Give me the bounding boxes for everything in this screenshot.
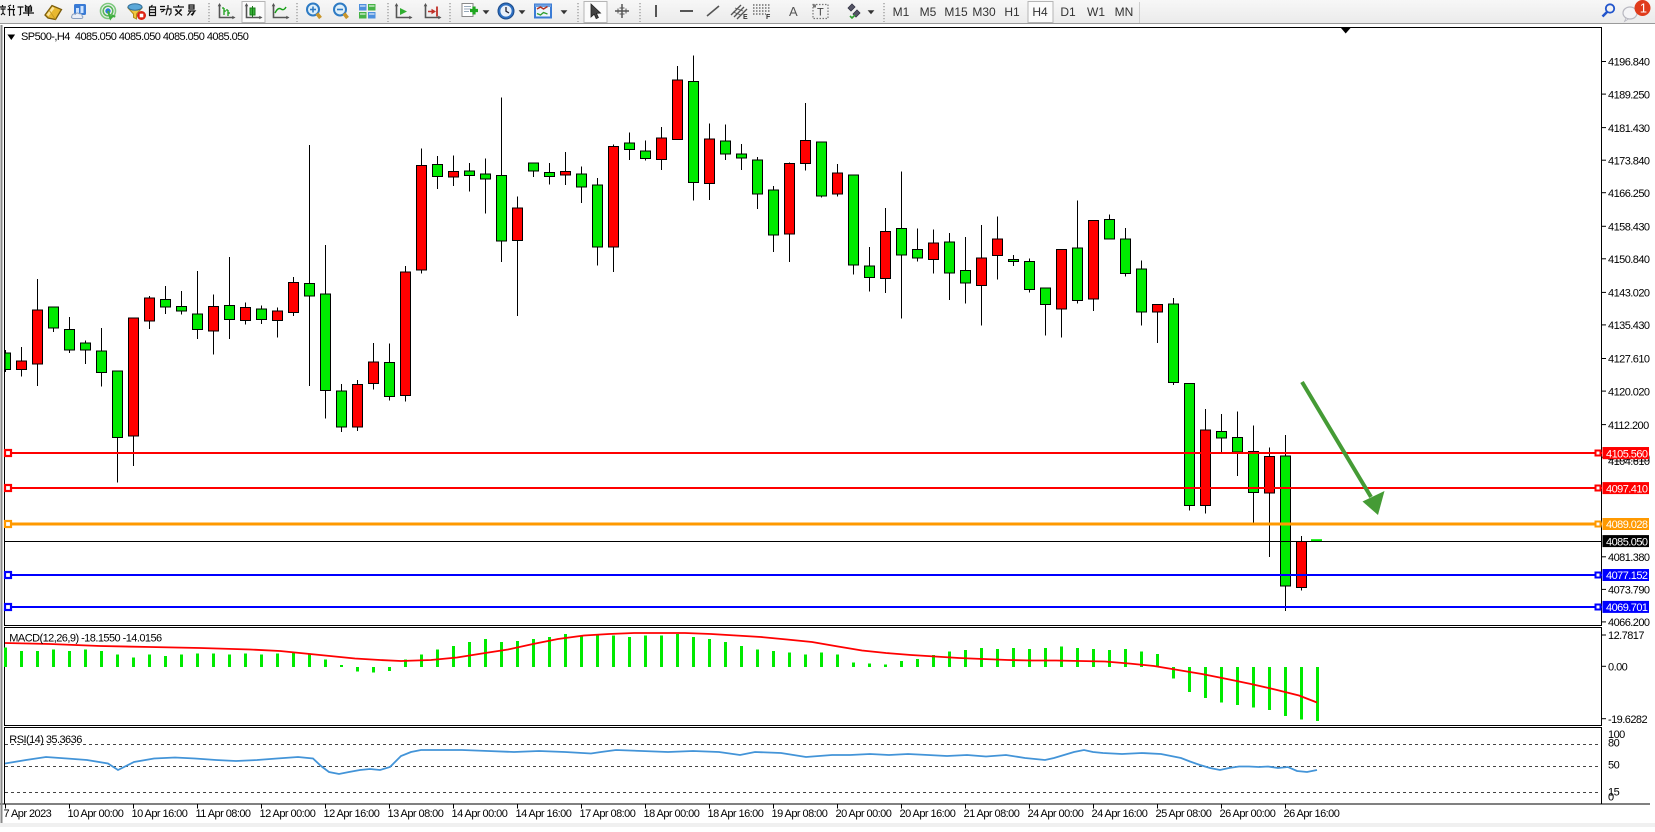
svg-text:4196.840: 4196.840 bbox=[1608, 57, 1650, 69]
svg-text:50: 50 bbox=[1608, 760, 1620, 772]
svg-text:26 Apr 00:00: 26 Apr 00:00 bbox=[1220, 808, 1276, 820]
svg-text:M30: M30 bbox=[972, 5, 996, 19]
svg-text:18 Apr 00:00: 18 Apr 00:00 bbox=[644, 808, 700, 820]
svg-text:4097.410: 4097.410 bbox=[1606, 483, 1648, 495]
svg-text:4066.200: 4066.200 bbox=[1608, 617, 1650, 629]
svg-text:D1: D1 bbox=[1060, 5, 1076, 19]
svg-text:20 Apr 16:00: 20 Apr 16:00 bbox=[900, 808, 956, 820]
svg-text:W1: W1 bbox=[1087, 5, 1105, 19]
svg-text:4143.020: 4143.020 bbox=[1608, 288, 1650, 300]
svg-text:T: T bbox=[817, 7, 824, 19]
svg-text:10 Apr 00:00: 10 Apr 00:00 bbox=[68, 808, 124, 820]
svg-text:19 Apr 08:00: 19 Apr 08:00 bbox=[772, 808, 828, 820]
svg-text:SP500-,H4 4085.050 4085.050 4: SP500-,H4 4085.050 4085.050 4085.050 408… bbox=[21, 31, 249, 43]
svg-text:0.00: 0.00 bbox=[1608, 662, 1628, 674]
svg-text:4120.020: 4120.020 bbox=[1608, 386, 1650, 398]
svg-text:4077.152: 4077.152 bbox=[1606, 570, 1648, 582]
svg-text:4173.840: 4173.840 bbox=[1608, 155, 1650, 167]
svg-text:80: 80 bbox=[1608, 738, 1620, 750]
svg-text:H1: H1 bbox=[1004, 5, 1020, 19]
svg-text:0: 0 bbox=[1608, 792, 1614, 804]
svg-text:12 Apr 16:00: 12 Apr 16:00 bbox=[324, 808, 380, 820]
svg-text:MN: MN bbox=[1115, 5, 1134, 19]
svg-text:7 Apr 2023: 7 Apr 2023 bbox=[4, 808, 52, 820]
svg-text:4085.050: 4085.050 bbox=[1606, 536, 1648, 548]
svg-text:M5: M5 bbox=[920, 5, 937, 19]
svg-text:10 Apr 16:00: 10 Apr 16:00 bbox=[132, 808, 188, 820]
svg-text:11 Apr 08:00: 11 Apr 08:00 bbox=[196, 808, 251, 820]
svg-text:4135.430: 4135.430 bbox=[1608, 320, 1650, 332]
svg-text:25 Apr 08:00: 25 Apr 08:00 bbox=[1156, 808, 1212, 820]
svg-text:4105.560: 4105.560 bbox=[1606, 448, 1648, 460]
svg-text:4073.790: 4073.790 bbox=[1608, 585, 1650, 597]
svg-text:24 Apr 16:00: 24 Apr 16:00 bbox=[1092, 808, 1148, 820]
svg-text:13 Apr 08:00: 13 Apr 08:00 bbox=[388, 808, 444, 820]
svg-text:24 Apr 00:00: 24 Apr 00:00 bbox=[1028, 808, 1084, 820]
svg-text:21 Apr 08:00: 21 Apr 08:00 bbox=[964, 808, 1020, 820]
svg-text:1: 1 bbox=[1640, 1, 1647, 16]
svg-text:12 Apr 00:00: 12 Apr 00:00 bbox=[260, 808, 316, 820]
svg-text:14 Apr 00:00: 14 Apr 00:00 bbox=[452, 808, 508, 820]
svg-text:4158.430: 4158.430 bbox=[1608, 222, 1650, 234]
svg-text:4112.200: 4112.200 bbox=[1608, 420, 1649, 432]
svg-text:RSI(14) 35.3636: RSI(14) 35.3636 bbox=[9, 734, 82, 746]
svg-text:17 Apr 08:00: 17 Apr 08:00 bbox=[580, 808, 636, 820]
svg-text:M15: M15 bbox=[944, 5, 968, 19]
svg-text:MACD(12,26,9) -18.1550 -14.015: MACD(12,26,9) -18.1550 -14.0156 bbox=[9, 633, 162, 645]
svg-text:12.7817: 12.7817 bbox=[1608, 630, 1644, 642]
svg-text:4181.430: 4181.430 bbox=[1608, 123, 1650, 135]
svg-text:-19.6282: -19.6282 bbox=[1608, 714, 1647, 726]
svg-text:A: A bbox=[789, 4, 798, 19]
svg-text:26 Apr 16:00: 26 Apr 16:00 bbox=[1284, 808, 1340, 820]
svg-text:4081.380: 4081.380 bbox=[1608, 552, 1650, 564]
svg-text:20 Apr 00:00: 20 Apr 00:00 bbox=[836, 808, 892, 820]
svg-text:100: 100 bbox=[1608, 729, 1625, 741]
svg-text:4189.250: 4189.250 bbox=[1608, 89, 1650, 101]
svg-text:14 Apr 16:00: 14 Apr 16:00 bbox=[516, 808, 572, 820]
svg-text:F: F bbox=[766, 14, 771, 21]
svg-text:4166.250: 4166.250 bbox=[1608, 188, 1650, 200]
svg-text:4150.840: 4150.840 bbox=[1608, 254, 1650, 266]
svg-text:4127.610: 4127.610 bbox=[1608, 354, 1650, 366]
svg-text:E: E bbox=[743, 14, 748, 21]
svg-text:4069.701: 4069.701 bbox=[1606, 602, 1648, 614]
svg-text:15: 15 bbox=[1608, 787, 1620, 799]
svg-text:4089.028: 4089.028 bbox=[1606, 519, 1648, 531]
svg-text:M1: M1 bbox=[893, 5, 910, 19]
svg-text:18 Apr 16:00: 18 Apr 16:00 bbox=[708, 808, 764, 820]
svg-text:H4: H4 bbox=[1032, 5, 1048, 19]
